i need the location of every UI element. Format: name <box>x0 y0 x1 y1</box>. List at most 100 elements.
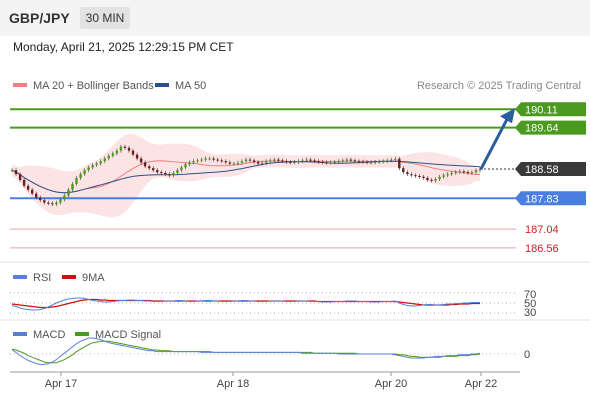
candle <box>91 165 94 168</box>
candle <box>99 161 102 164</box>
candle <box>75 178 78 184</box>
candle <box>365 162 369 163</box>
candle <box>317 161 320 163</box>
rsi-line <box>11 297 480 311</box>
candle <box>390 159 393 161</box>
candle <box>127 147 131 151</box>
candle <box>285 161 288 163</box>
legend-ma20-swatch <box>13 83 27 87</box>
candle <box>31 189 34 194</box>
candle <box>79 174 82 178</box>
candle <box>454 172 457 174</box>
legend-macd-swatch <box>13 332 27 336</box>
candle <box>192 161 195 163</box>
candle <box>244 159 248 162</box>
level-190.11-tag <box>515 102 586 117</box>
candle <box>281 160 284 162</box>
candle <box>224 161 227 163</box>
candle <box>382 161 385 163</box>
candle <box>220 160 223 162</box>
candle <box>63 195 66 200</box>
candle <box>450 172 453 175</box>
candle <box>35 193 38 198</box>
candle <box>67 189 70 196</box>
legend-rsi: RSI <box>33 272 51 284</box>
candle <box>228 162 232 164</box>
legend-ma50: MA 50 <box>175 80 206 92</box>
legend-ma50-swatch <box>155 83 169 87</box>
last-price-label: 188.58 <box>525 164 559 176</box>
candle <box>418 176 421 177</box>
candle <box>232 163 236 165</box>
candle <box>277 159 280 161</box>
candle <box>357 161 361 163</box>
credit-text: Research © 2025 Trading Central <box>417 80 581 92</box>
candle <box>10 170 14 172</box>
candle <box>353 160 357 162</box>
x-tick: Apr 22 <box>465 378 497 390</box>
legend-rsi-ma-swatch <box>62 275 76 279</box>
candle <box>18 174 22 180</box>
candle <box>386 160 389 162</box>
candle <box>47 202 50 204</box>
candle <box>248 159 252 161</box>
legend-macd-signal-swatch <box>75 332 89 336</box>
rsi-tick-70: 70 <box>524 289 536 301</box>
candle <box>14 170 18 175</box>
level-187.83-tag <box>515 191 586 206</box>
last-price-tag <box>515 161 586 176</box>
candle <box>87 167 90 171</box>
candle <box>265 161 268 163</box>
x-tick: Apr 20 <box>375 378 407 390</box>
symbol-label: GBP/JPY <box>9 10 70 26</box>
candle <box>83 170 86 175</box>
candle <box>139 158 143 163</box>
chart-datetime: Monday, April 21, 2025 12:29:15 PM CET <box>13 40 234 54</box>
forecast-arrow-head <box>500 108 515 124</box>
candle <box>345 159 349 161</box>
candle <box>59 199 62 203</box>
chart-header: GBP/JPY 30 MIN <box>0 0 590 36</box>
candle <box>131 150 135 155</box>
candle <box>446 174 449 176</box>
candle <box>256 162 260 164</box>
candle <box>143 162 147 167</box>
candle <box>216 159 219 161</box>
candle <box>103 158 106 162</box>
x-tick: Apr 17 <box>45 378 77 390</box>
ma50-line <box>11 160 481 194</box>
candle <box>309 159 312 161</box>
candle <box>325 162 328 164</box>
candle <box>115 150 119 154</box>
candle <box>305 159 308 161</box>
candle <box>184 164 187 168</box>
candle <box>333 162 336 163</box>
level-187.83-label: 187.83 <box>525 193 559 205</box>
candle <box>377 161 381 163</box>
level-189.64-tag <box>515 120 586 135</box>
candle <box>123 146 127 148</box>
candle <box>148 166 151 169</box>
candle <box>260 162 264 164</box>
legend-macd: MACD <box>33 329 65 341</box>
timeframe-button[interactable]: 30 MIN <box>80 7 130 29</box>
level-190.11-label: 190.11 <box>525 104 558 116</box>
candle <box>55 202 58 205</box>
forecast-arrow-shaft <box>479 118 509 170</box>
candle <box>95 163 98 166</box>
candle <box>434 179 437 181</box>
candle <box>438 176 441 180</box>
candle <box>341 160 344 162</box>
candle <box>337 161 340 163</box>
candle <box>478 169 482 171</box>
candle <box>410 174 413 176</box>
macd-line <box>11 337 481 365</box>
candle <box>168 174 171 176</box>
legend-rsi-ma: 9MA <box>82 272 105 284</box>
candle <box>236 162 240 164</box>
candle <box>252 160 256 162</box>
candle <box>373 162 377 163</box>
candle <box>470 172 474 174</box>
candle <box>160 172 163 174</box>
candle <box>208 158 211 160</box>
